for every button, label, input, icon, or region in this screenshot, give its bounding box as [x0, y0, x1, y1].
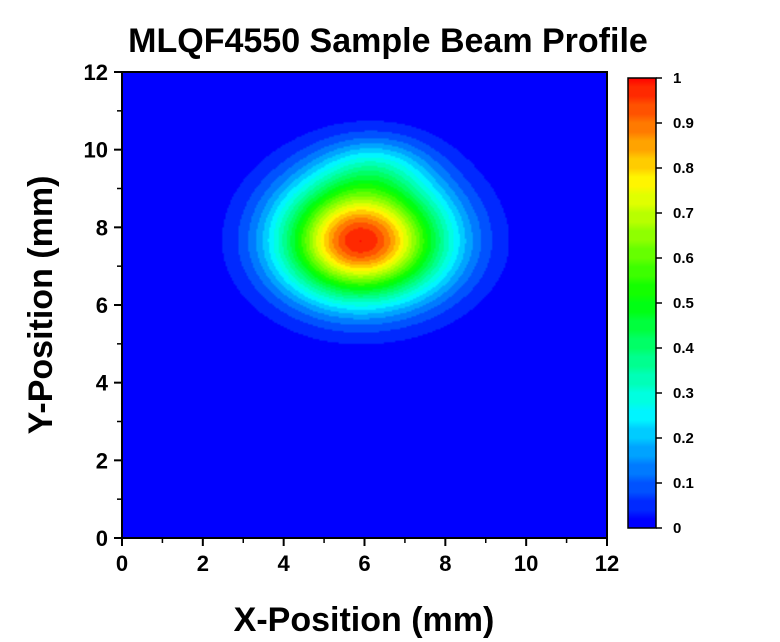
colorbar-tick-label-2: 0.2	[673, 430, 694, 447]
colorbar-tick-label-9: 0.9	[673, 115, 694, 132]
x-axis-tick-labels: 0 2 4 6 8 10 12	[116, 551, 619, 576]
y-tick-label-5: 10	[84, 138, 108, 163]
x-tick-label-6: 12	[595, 551, 619, 576]
y-axis-tick-labels: 0 2 4 6 8 10 12	[84, 60, 109, 551]
colorbar-tick-label-5: 0.5	[673, 295, 694, 312]
x-axis-title: X-Position (mm)	[234, 601, 495, 639]
colorbar-tick-label-4: 0.4	[673, 340, 695, 357]
plot-area	[121, 71, 608, 539]
y-tick-label-2: 4	[96, 371, 109, 396]
colorbar-tick-labels: 0 0.1 0.2 0.3 0.4 0.5 0.6 0.7 0.8 0.9 1	[673, 70, 695, 537]
x-tick-label-5: 10	[514, 551, 538, 576]
x-tick-label-2: 4	[278, 551, 291, 576]
x-tick-label-3: 6	[358, 551, 370, 576]
colorbar-tick-label-6: 0.6	[673, 250, 694, 267]
chart-title: MLQF4550 Sample Beam Profile	[128, 22, 648, 60]
y-tick-label-6: 12	[84, 60, 108, 85]
heatmap-image	[122, 72, 607, 538]
colorbar-tick-label-10: 1	[673, 70, 681, 87]
y-axis-ticks	[114, 71, 122, 539]
colorbar: 0 0.1 0.2 0.3 0.4 0.5 0.6 0.7 0.8 0.9 1	[627, 70, 695, 537]
y-tick-label-3: 6	[96, 293, 108, 318]
colorbar-tick-label-7: 0.7	[673, 205, 694, 222]
x-axis-ticks	[121, 538, 608, 546]
y-tick-label-4: 8	[96, 215, 108, 240]
colorbar-tick-label-0: 0	[673, 520, 681, 537]
y-tick-label-0: 0	[96, 526, 108, 551]
x-tick-label-4: 8	[439, 551, 451, 576]
colorbar-tick-label-1: 0.1	[673, 475, 694, 492]
x-tick-label-0: 0	[116, 551, 128, 576]
colorbar-ticks	[656, 77, 662, 529]
y-axis-title: Y-Position (mm)	[22, 176, 60, 435]
colorbar-tick-label-3: 0.3	[673, 385, 694, 402]
y-tick-label-1: 2	[96, 448, 108, 473]
colorbar-gradient	[628, 78, 656, 528]
x-tick-label-1: 2	[197, 551, 209, 576]
colorbar-tick-label-8: 0.8	[673, 160, 694, 177]
